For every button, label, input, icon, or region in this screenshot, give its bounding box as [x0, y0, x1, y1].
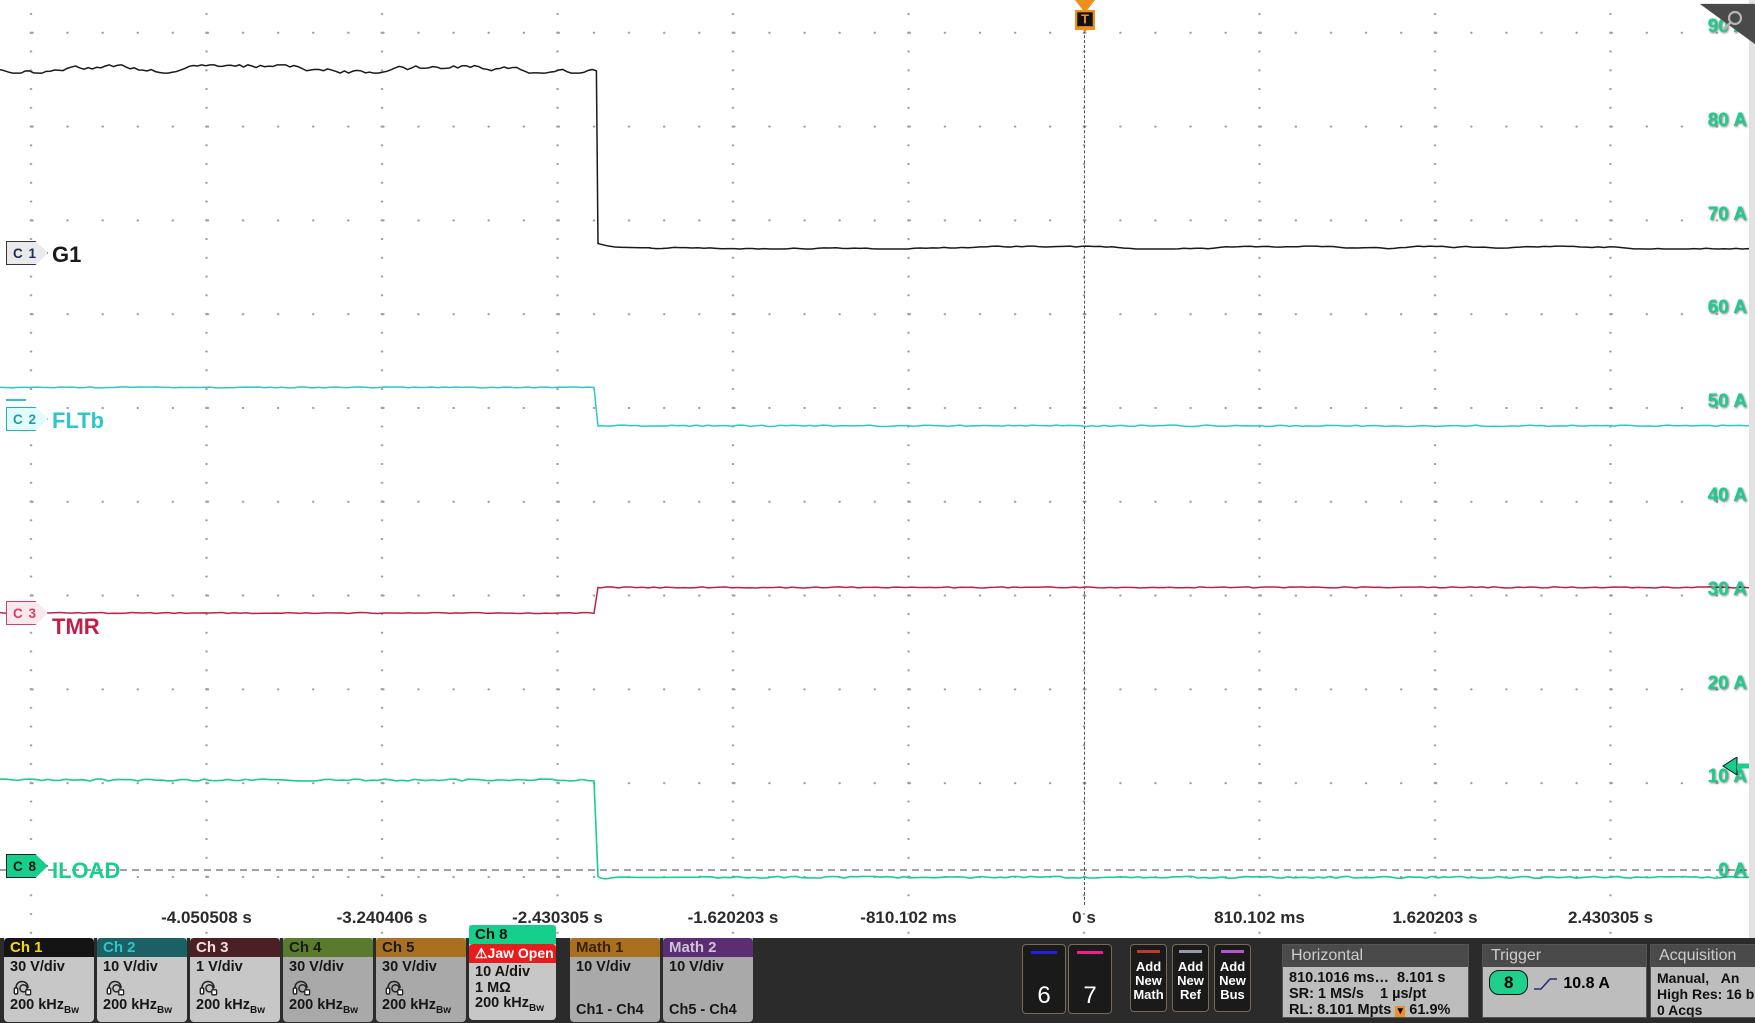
svg-text:T: T: [1081, 12, 1089, 27]
